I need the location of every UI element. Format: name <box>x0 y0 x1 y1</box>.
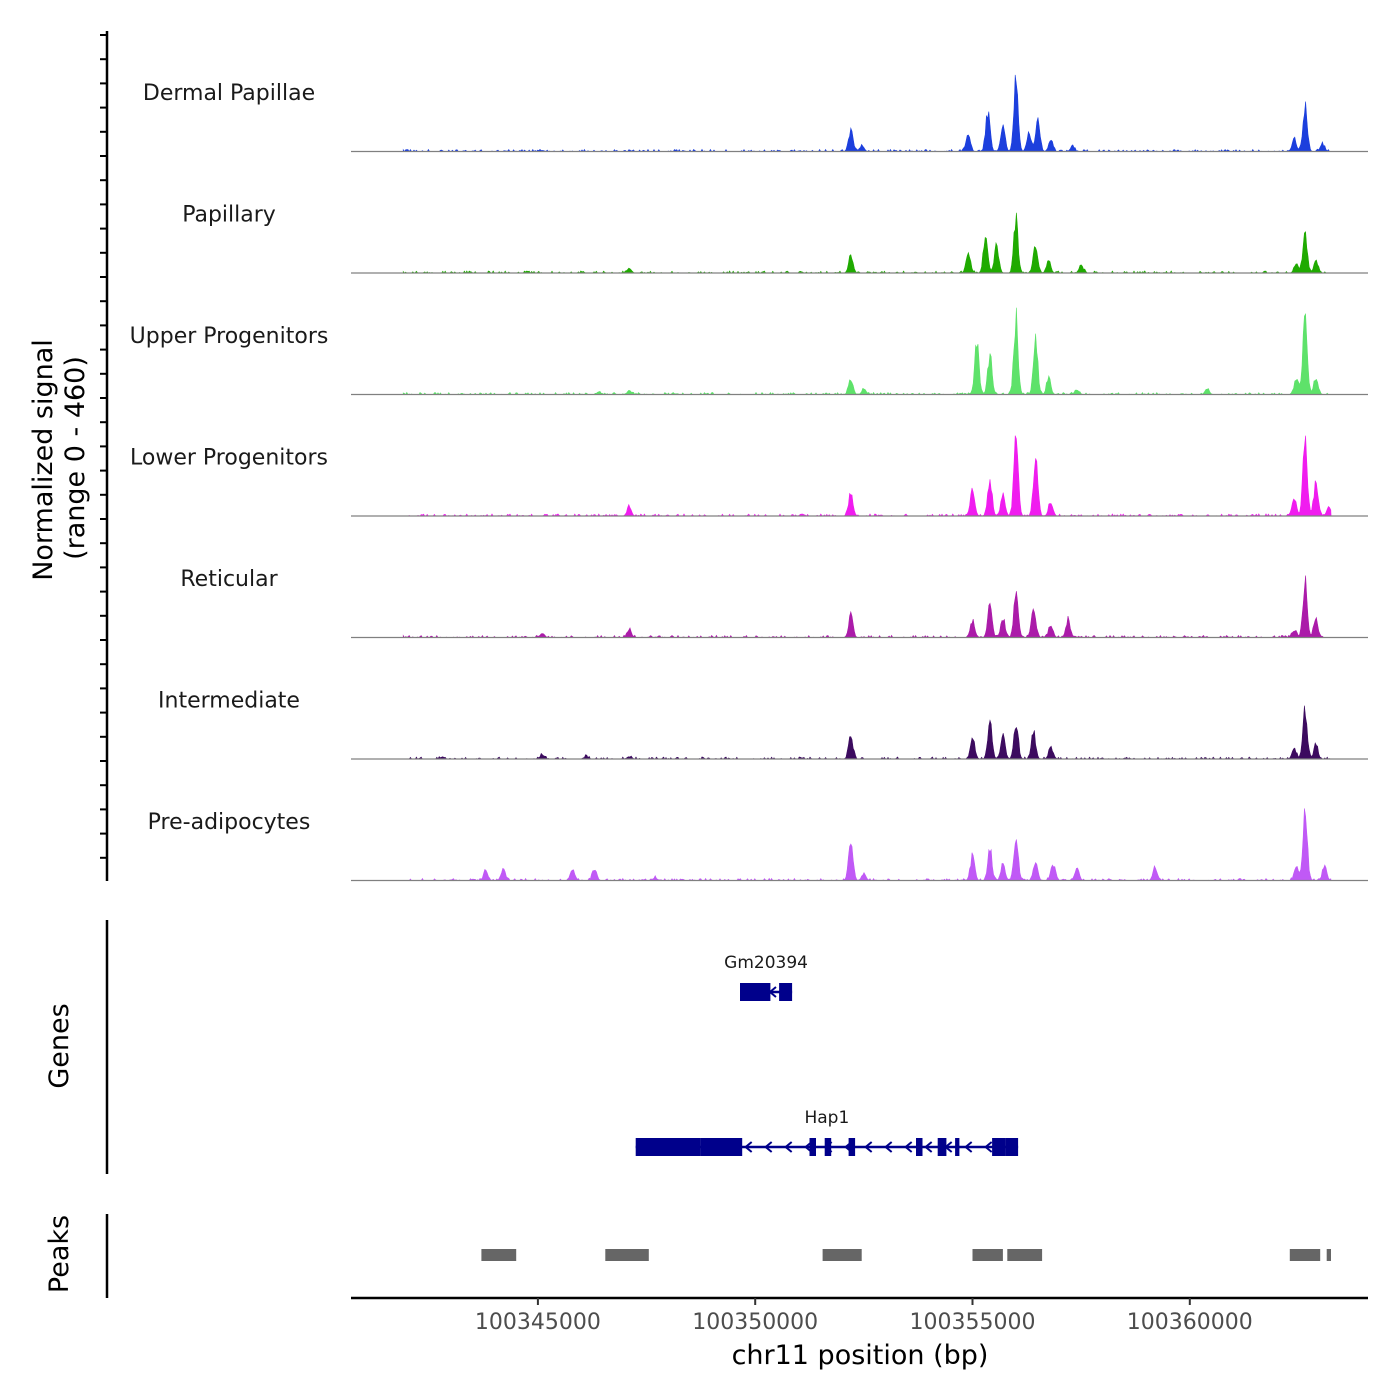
exon <box>824 1138 832 1156</box>
exon <box>955 1138 960 1156</box>
exon <box>635 1138 701 1156</box>
strand-arrow <box>964 1141 973 1153</box>
peak-bar <box>1326 1249 1331 1261</box>
track-label: Pre-adipocytes <box>148 810 311 835</box>
gene-hap1: Hap1 <box>635 1108 1019 1156</box>
peak-bar <box>481 1249 517 1261</box>
signal-area <box>402 212 1332 274</box>
track-label: Lower Progenitors <box>130 446 328 471</box>
gene-annotations: Gm20394 Hap1 <box>635 953 1019 1156</box>
signal-area <box>403 435 1332 517</box>
signal-area <box>403 808 1332 882</box>
peak-regions <box>481 1249 1331 1261</box>
x-tick-label: 100355000 <box>910 1310 1036 1335</box>
signal-area <box>403 705 1332 760</box>
exon <box>1005 1138 1019 1156</box>
exon <box>779 983 793 1001</box>
strand-arrow <box>904 1141 913 1153</box>
x-axis-ticks: 100345000 100350000 100355000 100360000 <box>475 1298 1253 1335</box>
strand-arrow <box>744 1141 753 1153</box>
exon <box>916 1138 923 1156</box>
signal-tracks: Dermal Papillae Papillary Upper Progenitor… <box>130 74 1368 882</box>
gene-gm20394: Gm20394 <box>724 953 808 1001</box>
exon <box>740 983 771 1001</box>
exon <box>848 1138 856 1156</box>
track-label: Papillary <box>182 203 276 228</box>
signal-area <box>402 74 1332 153</box>
peak-bar <box>605 1249 649 1261</box>
track-1: Papillary <box>182 203 1368 274</box>
signal-area <box>402 575 1332 639</box>
y-axis-title: Normalized signal <box>28 339 59 581</box>
peak-bar <box>1289 1249 1321 1261</box>
track-label: Upper Progenitors <box>130 324 329 349</box>
signal-area <box>402 307 1332 396</box>
gene-label: Gm20394 <box>724 953 808 973</box>
exon <box>700 1138 743 1156</box>
exon <box>809 1138 816 1156</box>
track-5: Intermediate <box>158 689 1368 760</box>
peak-bar <box>822 1249 862 1261</box>
track-label: Intermediate <box>158 689 300 714</box>
exon <box>992 1138 1006 1156</box>
strand-arrow <box>924 1141 933 1153</box>
signal-y-axis <box>100 31 109 881</box>
track-0: Dermal Papillae <box>143 74 1368 153</box>
strand-arrow <box>764 1141 773 1153</box>
x-tick-label: 100350000 <box>692 1310 818 1335</box>
gene-label: Hap1 <box>804 1108 849 1128</box>
x-axis-title: chr11 position (bp) <box>732 1340 989 1371</box>
strand-arrow <box>984 1141 993 1153</box>
y-axis-subtitle: (range 0 - 460) <box>60 356 91 560</box>
track-4: Reticular <box>180 567 1368 639</box>
peaks-axis-title: Peaks <box>44 1215 75 1293</box>
x-tick-label: 100360000 <box>1127 1310 1253 1335</box>
genes-axis-title: Genes <box>44 1003 75 1088</box>
signal-y-ticks <box>100 34 107 859</box>
strand-arrow <box>884 1141 893 1153</box>
track-3: Lower Progenitors <box>130 435 1368 517</box>
track-6: Pre-adipocytes <box>148 808 1368 882</box>
track-2: Upper Progenitors <box>130 307 1368 396</box>
peak-bar <box>1007 1249 1043 1261</box>
strand-arrow <box>864 1141 873 1153</box>
track-label: Dermal Papillae <box>143 81 315 106</box>
peak-bar <box>972 1249 1003 1261</box>
track-label: Reticular <box>180 567 278 592</box>
exon <box>937 1138 947 1156</box>
x-tick-label: 100345000 <box>475 1310 601 1335</box>
strand-arrow <box>784 1141 793 1153</box>
